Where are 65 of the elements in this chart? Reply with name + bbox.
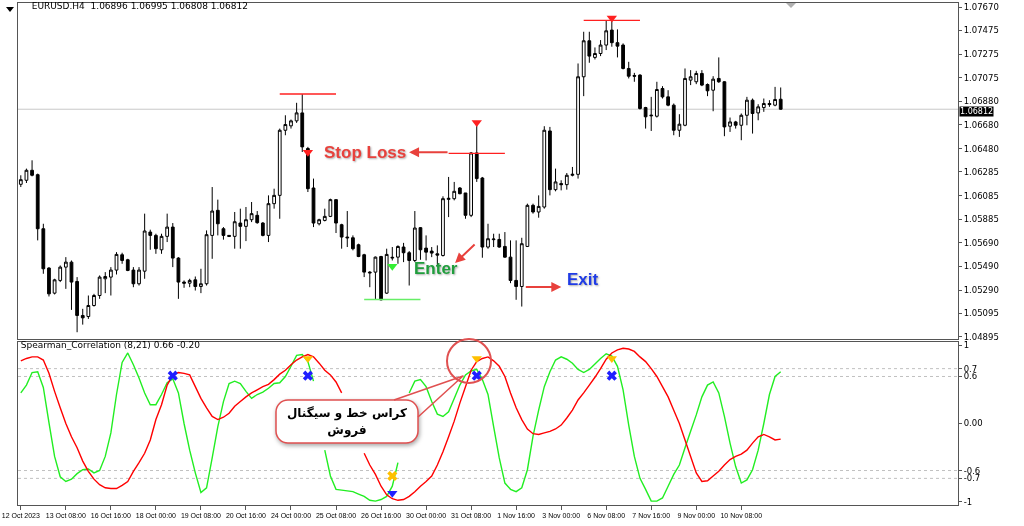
y-tick-label: 1.06285 bbox=[963, 166, 999, 177]
annotation: کراس خط و سیگنال فروش bbox=[276, 400, 418, 443]
candlestick bbox=[379, 255, 383, 301]
candlestick bbox=[334, 199, 338, 234]
candlestick bbox=[47, 266, 51, 297]
y-tick-label: 1.06085 bbox=[963, 190, 999, 201]
y-tick-label: 1.07075 bbox=[963, 72, 999, 83]
y-tick-label: 1.06480 bbox=[963, 143, 999, 154]
candlestick bbox=[351, 234, 355, 251]
candlestick bbox=[227, 234, 231, 238]
candlestick bbox=[137, 266, 141, 287]
annotation: Stop Loss bbox=[324, 143, 407, 162]
candlestick bbox=[683, 67, 687, 127]
candlestick bbox=[215, 199, 220, 236]
candlestick bbox=[486, 223, 490, 250]
point bbox=[606, 370, 617, 381]
y-tick-label: 0.7 bbox=[963, 363, 978, 374]
point bbox=[471, 120, 482, 128]
point bbox=[387, 470, 398, 482]
candlestick bbox=[773, 86, 777, 107]
y-tick-label: 1.05885 bbox=[963, 214, 999, 225]
y-tick-label: 1.05690 bbox=[963, 237, 999, 248]
candlestick bbox=[621, 42, 625, 70]
candlestick bbox=[396, 244, 400, 265]
y-tick-label: 1.07275 bbox=[963, 49, 999, 60]
candlestick bbox=[289, 119, 293, 130]
y-tick-label: 1.07475 bbox=[963, 25, 999, 36]
candlestick bbox=[221, 226, 226, 241]
candlestick bbox=[745, 96, 749, 126]
candlestick bbox=[244, 206, 248, 242]
y-tick-label: -1 bbox=[963, 496, 973, 507]
candlestick bbox=[182, 279, 186, 289]
y-tick-label: 1.06680 bbox=[963, 119, 999, 130]
y-tick-label: 1.05290 bbox=[963, 285, 999, 296]
annotation: Exit bbox=[567, 270, 599, 289]
candlestick bbox=[424, 234, 428, 261]
point bbox=[471, 370, 482, 381]
y-tick-label: 1.05095 bbox=[963, 308, 999, 319]
y-tick-label: 0.6 bbox=[963, 371, 978, 382]
ref-line-label: 1.06812 bbox=[960, 107, 994, 116]
y-tick-label: -0.6 bbox=[963, 465, 981, 476]
y-tick-label: 0.00 bbox=[963, 418, 983, 429]
y-tick-label: 1 bbox=[963, 340, 970, 351]
y-tick-label: 1.07670 bbox=[963, 2, 999, 13]
candlestick bbox=[728, 117, 732, 133]
candlestick bbox=[548, 126, 552, 196]
y-tick-label: 1.05490 bbox=[963, 261, 999, 272]
candlestick bbox=[638, 73, 642, 111]
candlestick bbox=[531, 203, 535, 215]
annotation: Enter bbox=[414, 259, 458, 278]
candlestick bbox=[154, 233, 158, 255]
candlestick bbox=[199, 268, 203, 294]
y-tick-label: -0.7 bbox=[963, 473, 981, 484]
candlestick bbox=[576, 62, 580, 180]
candlestick bbox=[30, 159, 34, 177]
candlestick bbox=[593, 46, 597, 60]
y-tick-label: 1.04895 bbox=[963, 331, 999, 342]
candlestick bbox=[92, 293, 96, 308]
y-tick-label: 1.06880 bbox=[963, 96, 999, 107]
point bbox=[302, 370, 313, 381]
candlestick bbox=[778, 86, 783, 111]
candlestick bbox=[441, 195, 445, 258]
chart-title: Spearman_Correlation (8,21) 0.66 -0.20 bbox=[20, 340, 201, 351]
point bbox=[167, 370, 178, 381]
chart-title: EURUSD.H4 1.06896 1.06995 1.06808 1.06812 bbox=[31, 1, 249, 12]
